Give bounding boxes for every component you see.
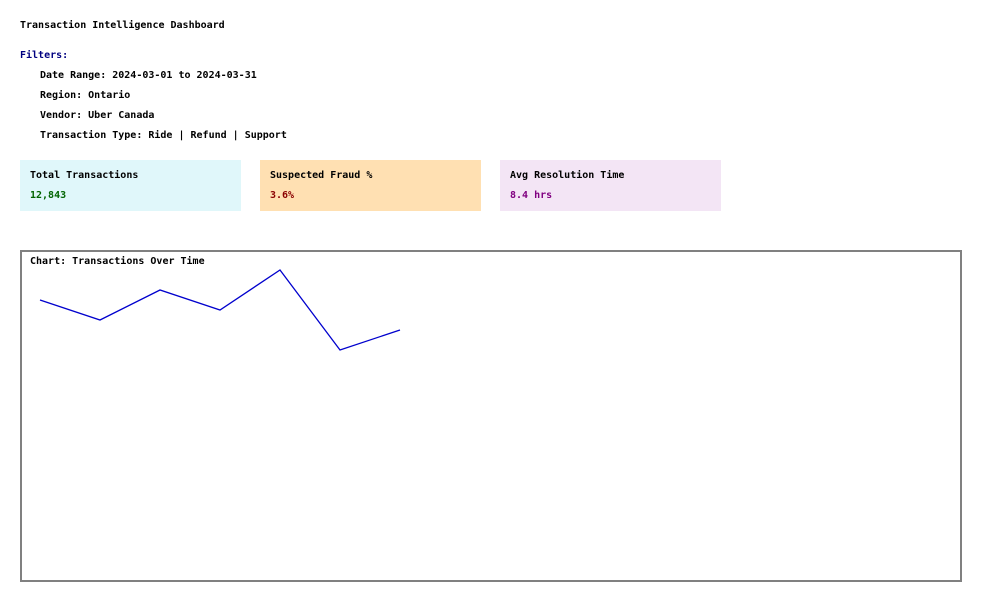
kpi-value: 12,843 bbox=[30, 190, 67, 201]
transactions-line-chart bbox=[39, 269, 401, 351]
kpi-value: 3.6% bbox=[270, 190, 295, 201]
chart-panel: Chart: Transactions Over Time bbox=[20, 250, 962, 582]
kpi-value: 8.4 hrs bbox=[510, 190, 553, 201]
series-line bbox=[39, 269, 401, 351]
filter-region: Region: Ontario bbox=[40, 90, 131, 101]
kpi-card-total-transactions: Total Transactions 12,843 bbox=[20, 160, 241, 211]
kpi-card-suspected-fraud: Suspected Fraud % 3.6% bbox=[260, 160, 481, 211]
page-title: Transaction Intelligence Dashboard bbox=[20, 20, 225, 31]
kpi-label: Total Transactions bbox=[30, 170, 139, 181]
kpi-label: Suspected Fraud % bbox=[270, 170, 373, 181]
filters-heading: Filters: bbox=[20, 50, 69, 61]
filter-vendor: Vendor: Uber Canada bbox=[40, 110, 155, 121]
chart-title: Chart: Transactions Over Time bbox=[30, 256, 205, 267]
kpi-label: Avg Resolution Time bbox=[510, 170, 625, 181]
filter-transaction-type: Transaction Type: Ride | Refund | Suppor… bbox=[40, 130, 287, 141]
kpi-card-avg-resolution-time: Avg Resolution Time 8.4 hrs bbox=[500, 160, 721, 211]
filter-date-range: Date Range: 2024-03-01 to 2024-03-31 bbox=[40, 70, 257, 81]
